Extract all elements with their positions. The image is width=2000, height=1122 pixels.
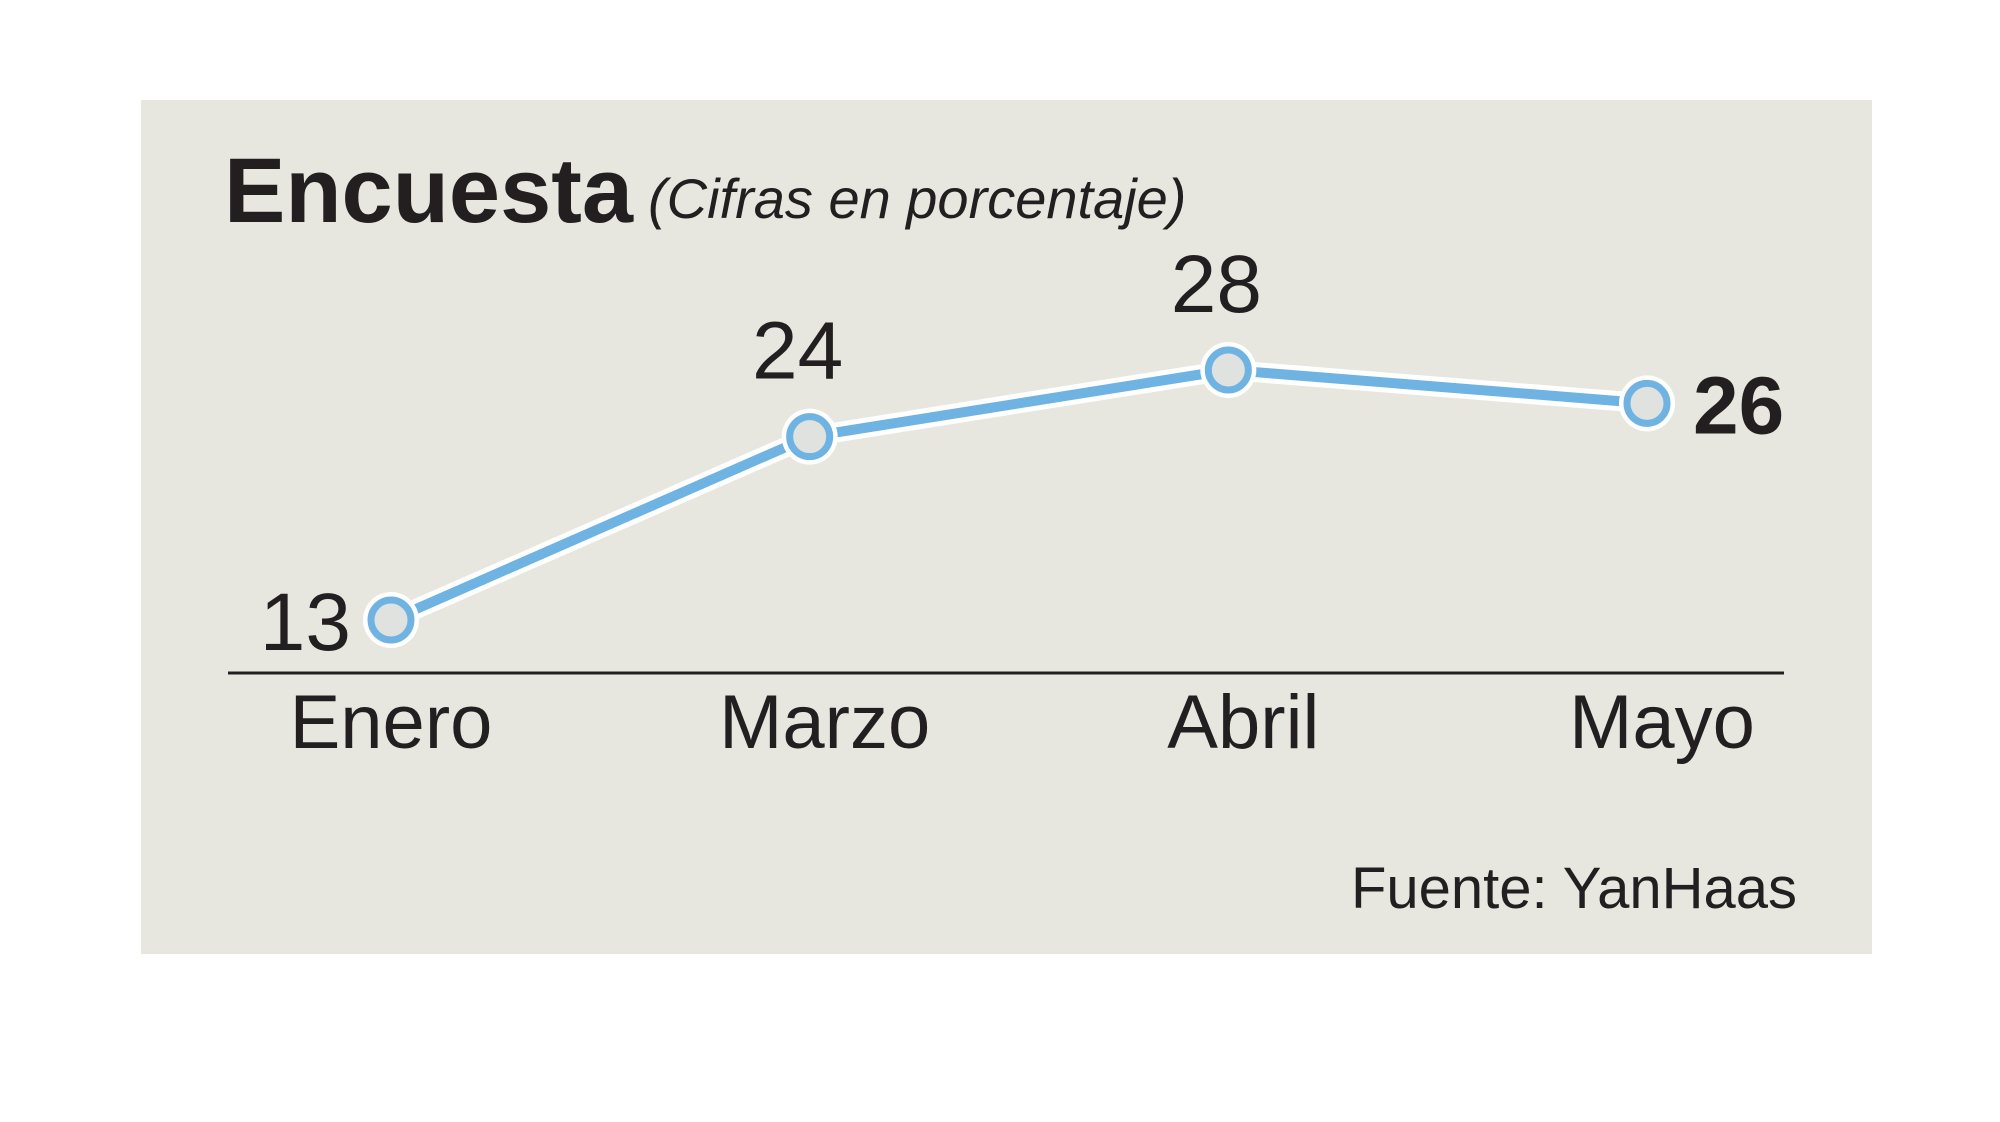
x-tick-label: Marzo — [719, 680, 930, 765]
line — [388, 365, 1648, 625]
point — [1623, 379, 1671, 427]
point — [367, 596, 415, 644]
chart-title: Encuesta — [224, 140, 634, 242]
x-tick-label: Enero — [290, 680, 493, 765]
data-label: 13 — [260, 577, 351, 668]
source: Fuente: YanHaas — [1351, 856, 1797, 921]
x-tick-label: Mayo — [1569, 680, 1755, 765]
point — [786, 413, 834, 461]
panel — [141, 100, 1872, 954]
data-label: 28 — [1171, 239, 1262, 330]
data-label: 24 — [752, 306, 843, 397]
x-tick-label: Abril — [1167, 680, 1319, 765]
data-label: 26 — [1693, 360, 1784, 451]
point — [1204, 346, 1252, 394]
chart-subtitle: (Cifras en porcentaje) — [648, 167, 1186, 230]
